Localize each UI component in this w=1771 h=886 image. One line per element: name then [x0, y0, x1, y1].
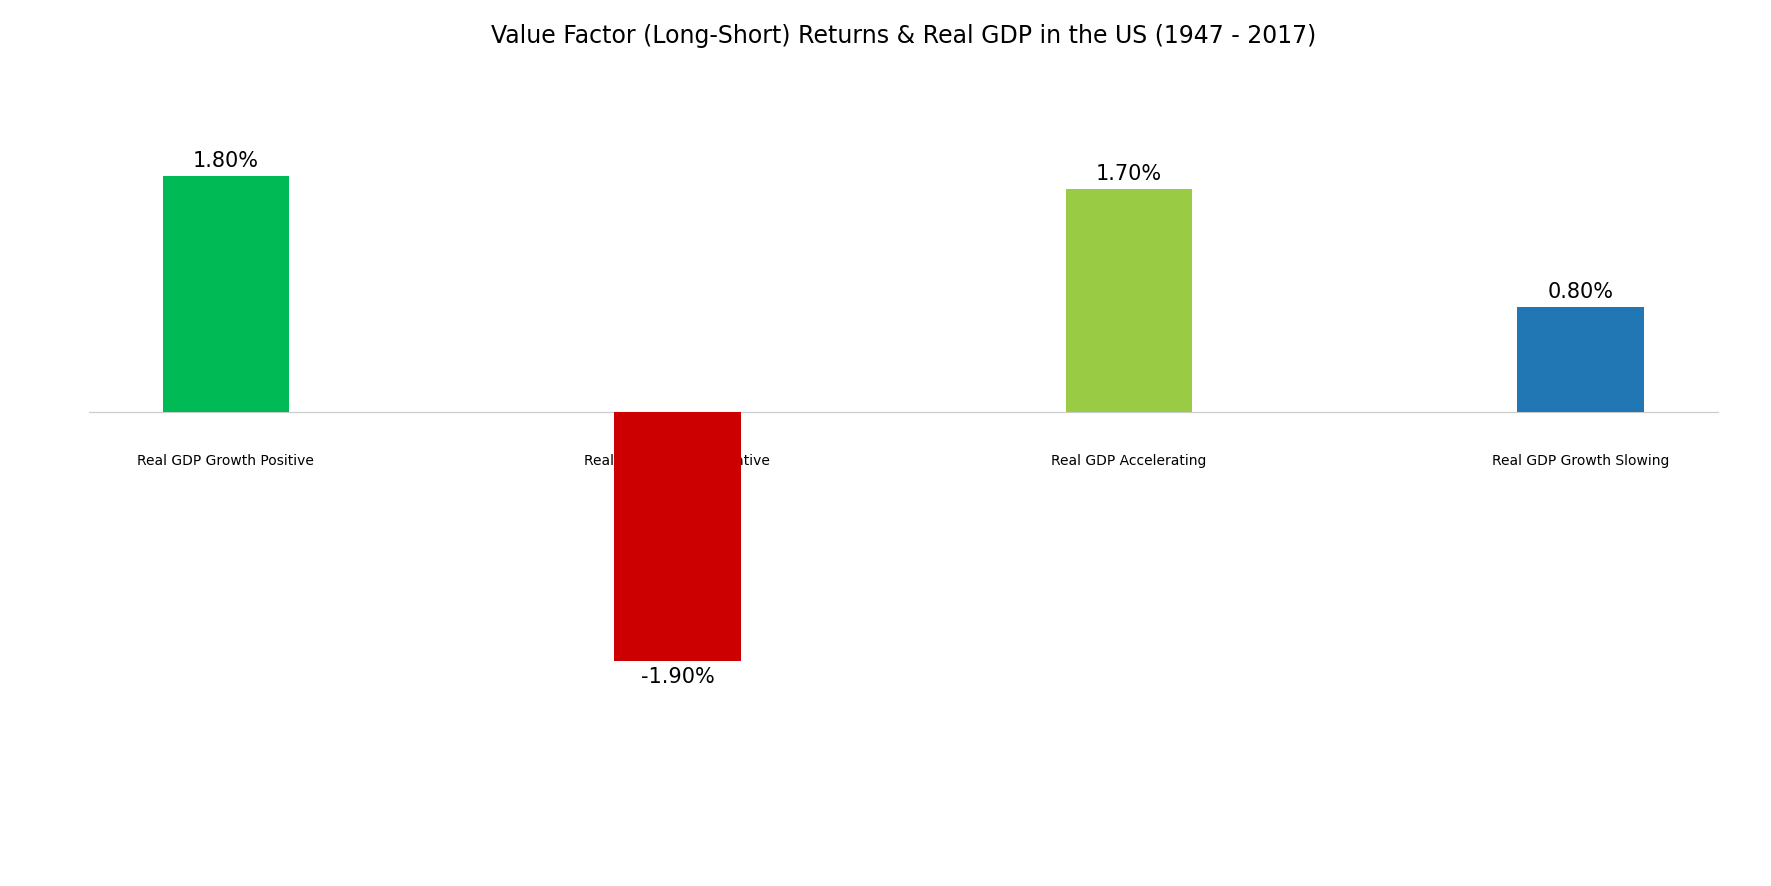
Bar [163, 175, 289, 412]
Text: -1.90%: -1.90% [641, 666, 714, 687]
Text: 1.80%: 1.80% [193, 151, 259, 171]
Text: 1.70%: 1.70% [1096, 164, 1162, 183]
Bar [615, 412, 740, 661]
Bar [1066, 189, 1192, 412]
Title: Value Factor (Long-Short) Returns & Real GDP in the US (1947 - 2017): Value Factor (Long-Short) Returns & Real… [491, 24, 1316, 48]
Text: 0.80%: 0.80% [1548, 282, 1613, 302]
Bar [1518, 307, 1643, 412]
